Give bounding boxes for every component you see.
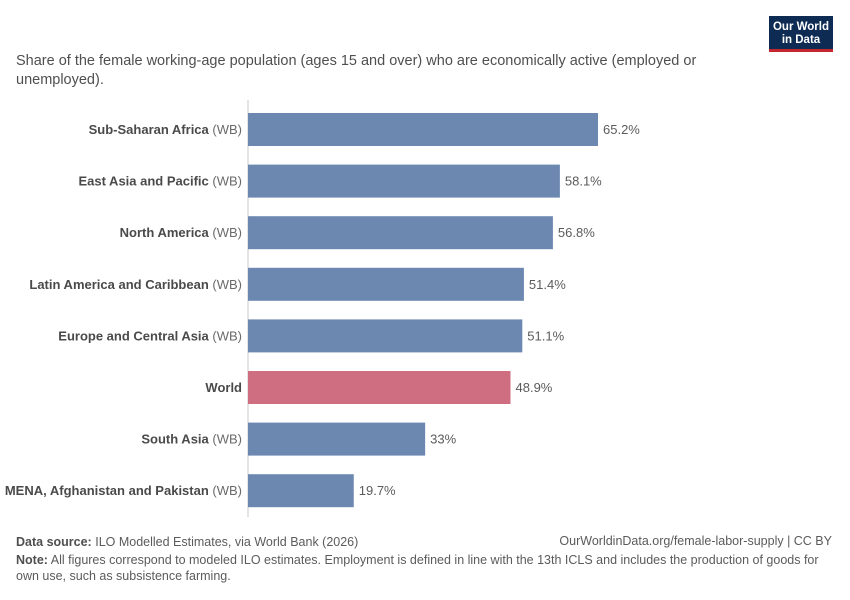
category-label: World — [205, 380, 242, 395]
value-label: 56.8% — [558, 225, 595, 240]
value-label: 48.9% — [516, 380, 553, 395]
value-label: 33% — [430, 432, 456, 447]
bar-chart: Sub-Saharan Africa (WB) 65.2% East Asia an… — [5, 100, 640, 517]
category-label: MENA, Afghanistan and Pakistan (WB) — [5, 483, 242, 498]
bar[interactable] — [248, 371, 511, 404]
data-source-label: Data source: — [16, 535, 92, 549]
value-label: 19.7% — [359, 483, 396, 498]
source-url[interactable]: OurWorldinData.org/female-labor-supply |… — [559, 534, 832, 548]
owid-logo[interactable]: Our World in Data — [769, 16, 833, 52]
bar[interactable] — [248, 164, 560, 198]
value-label: 58.1% — [565, 174, 602, 189]
bar[interactable] — [248, 267, 524, 301]
value-label: 65.2% — [603, 122, 640, 137]
bar[interactable] — [248, 216, 553, 250]
category-label: South Asia (WB) — [141, 432, 242, 447]
footnote: Note: All figures correspond to modeled … — [16, 552, 836, 584]
note-text: All figures correspond to modeled ILO es… — [16, 553, 819, 583]
value-label: 51.4% — [529, 277, 566, 292]
category-label: Sub-Saharan Africa (WB) — [89, 122, 242, 137]
chart-subtitle: Share of the female working-age populati… — [16, 53, 697, 88]
category-label: North America (WB) — [120, 225, 242, 240]
bar[interactable] — [248, 319, 523, 353]
logo-line-1: Our World — [772, 21, 829, 33]
category-label: East Asia and Pacific (WB) — [78, 174, 242, 189]
logo-line-2: in Data — [781, 34, 821, 46]
data-source-text[interactable]: ILO Modelled Estimates, via World Bank (… — [95, 535, 359, 549]
category-label: Europe and Central Asia (WB) — [58, 328, 242, 343]
category-label: Latin America and Caribbean (WB) — [29, 277, 242, 292]
bar[interactable] — [248, 474, 354, 508]
note-label: Note: — [16, 553, 48, 567]
bar[interactable] — [248, 422, 426, 456]
value-label: 51.1% — [527, 328, 564, 343]
data-source: Data source: ILO Modelled Estimates, via… — [16, 534, 358, 550]
bar[interactable] — [248, 113, 598, 146]
